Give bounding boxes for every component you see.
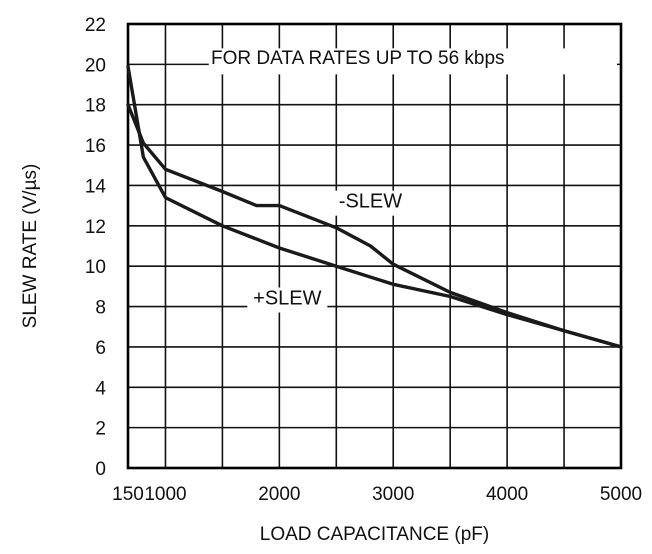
y-tick-label: 16 [85, 136, 106, 157]
plot-frame [126, 22, 623, 470]
y-axis-label: SLEW RATE (V/µs) [20, 164, 41, 329]
x-tick-label: 1000 [144, 484, 186, 505]
x-tick-label: 4000 [486, 484, 528, 505]
series-label-plus-slew: +SLEW [253, 288, 321, 310]
x-tick-label: 3000 [372, 484, 414, 505]
y-tick-label: 8 [95, 298, 106, 319]
series-line-minus-slew [126, 102, 623, 349]
x-tick-label: 2000 [258, 484, 300, 505]
series-label-minus-slew: -SLEW [339, 191, 402, 213]
annotation-text: FOR DATA RATES UP TO 56 kbps [211, 48, 505, 69]
y-tick-label: 22 [85, 15, 106, 36]
series-line-plus-slew [126, 64, 623, 349]
y-tick-label: 10 [85, 257, 106, 278]
x-tick-label: 150 [112, 484, 144, 505]
y-tick-label: 20 [85, 55, 106, 76]
series-layer [126, 64, 623, 349]
y-tick-label: 4 [95, 378, 106, 399]
annotation-background [208, 48, 618, 75]
x-tick-label: 5000 [600, 484, 642, 505]
y-tick-label: 6 [95, 338, 106, 359]
grid-layer [126, 22, 623, 470]
y-tick-label: 14 [85, 176, 107, 197]
series-label-minus-slew-background [330, 190, 411, 216]
y-tick-label: 0 [95, 459, 106, 480]
x-axis-label: LOAD CAPACITANCE (pF) [260, 524, 489, 545]
label-layer: FOR DATA RATES UP TO 56 kbps -SLEW +SLEW 0 2… [20, 15, 642, 545]
y-tick-label: 18 [85, 96, 106, 117]
y-tick-label: 12 [85, 217, 106, 238]
y-tick-label: 2 [95, 419, 106, 440]
series-label-plus-slew-background [247, 287, 328, 313]
